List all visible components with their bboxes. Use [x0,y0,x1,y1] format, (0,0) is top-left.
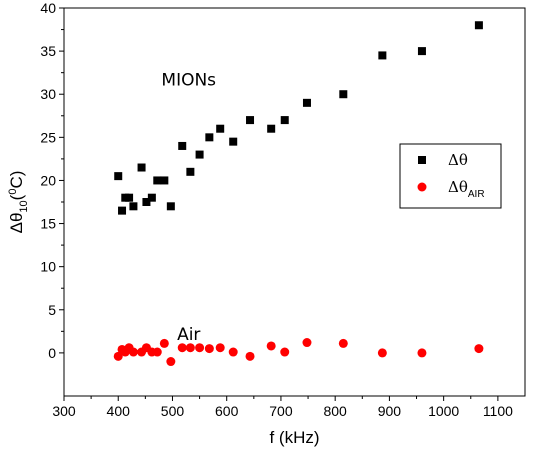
y-tick-label: 20 [40,172,56,188]
data-point-square [339,90,348,99]
data-point-square [474,21,483,30]
data-point-circle [266,341,276,351]
annotation-air: Air [177,325,200,345]
data-point-square [280,116,289,125]
series-delta-theta-air [113,338,484,367]
data-point-square [246,116,255,125]
x-tick-label: 800 [323,403,347,419]
data-marks [113,21,484,367]
data-point-circle [474,344,484,354]
data-point-square [142,198,151,206]
y-axis-label-sub: 10 [18,200,30,212]
y-axis-label-open: ( [7,194,26,200]
axes: 300 400 500 600 700 800 900 1000 110005101520253… [7,0,513,447]
data-point-circle [204,344,214,354]
data-point-circle [195,343,205,353]
data-point-square [302,98,311,107]
y-axis-label-sup: 0 [7,189,19,195]
data-point-circle [417,348,427,358]
annotation-mions: MIONs [161,71,216,91]
data-point-circle [377,348,387,358]
data-point-circle [302,338,312,348]
data-point-square [166,202,175,211]
data-point-square [229,137,238,146]
data-point-square [125,193,134,202]
data-point-circle [113,351,123,361]
y-tick-label: 25 [40,129,56,145]
data-point-circle [245,351,255,361]
x-tick-label: 1100 [483,403,513,419]
series-delta-theta [114,21,483,215]
data-point-square [160,176,169,185]
y-tick-label: 35 [40,43,56,59]
legend-label-sub: AIR [468,189,485,200]
data-point-square [129,202,138,211]
data-point-circle [338,338,348,348]
data-point-square [178,141,187,150]
data-point-square [147,193,156,202]
data-point-circle [228,347,238,357]
data-point-circle [215,343,225,353]
legend-marker-circle [417,182,427,192]
legend-marker-square [418,156,426,164]
y-tick-label: 40 [40,0,56,16]
data-point-square [137,163,146,172]
annotations: MIONs Air [161,71,216,345]
x-tick-label: 1000 [428,403,459,419]
y-tick-label: 0 [48,345,56,361]
y-axis-label-base: Δθ [7,213,26,234]
y-tick-label: 5 [48,302,56,318]
data-point-circle [177,343,187,353]
y-tick-label: 10 [40,259,56,275]
data-point-square [186,167,195,176]
data-point-circle [166,357,176,367]
legend-label: ΔθAIR [448,178,485,200]
data-point-square [118,206,127,215]
y-axis-label-close: C) [7,171,26,189]
data-point-square [205,133,214,142]
data-point-circle [280,347,290,357]
data-point-circle [152,347,162,357]
data-point-circle [128,347,138,357]
x-tick-label: 500 [161,403,185,419]
x-tick-label: 300 [52,403,76,419]
data-point-square [195,150,204,159]
data-point-square [417,47,426,56]
data-point-square [216,124,225,133]
data-point-square [153,176,162,185]
y-tick-label: 15 [40,216,56,232]
legend-box [399,143,502,209]
data-point-circle [185,343,195,353]
data-point-square [378,51,387,60]
x-tick-label: 900 [378,403,402,419]
data-point-square [267,124,276,133]
x-tick-label: 400 [107,403,131,419]
legend-label-base: Δθ [448,178,468,196]
y-axis-label: Δθ10(0C) [7,171,30,234]
x-axis-label: f (kHz) [269,428,319,447]
data-point-square [114,172,123,181]
data-point-circle [159,338,169,348]
x-tick-label: 600 [215,403,239,419]
x-tick-label: 700 [269,403,293,419]
y-tick-label: 30 [40,86,56,102]
legend-label: Δθ [448,151,468,169]
legend-label-base: Δθ [448,151,468,169]
